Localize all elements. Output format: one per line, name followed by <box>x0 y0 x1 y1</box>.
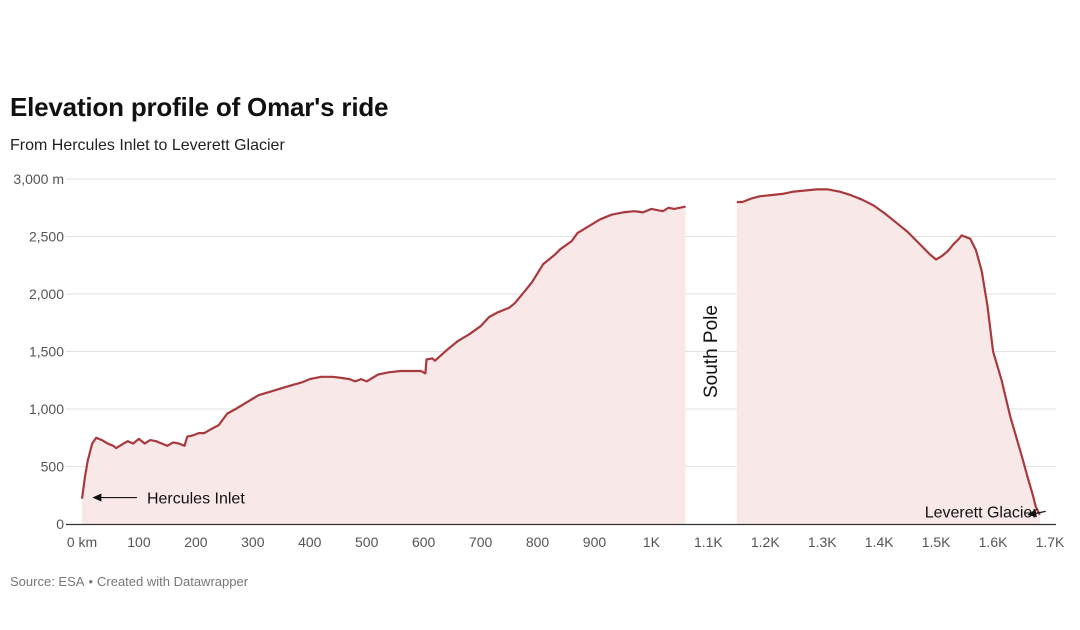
x-tick-label-12: 1.2K <box>751 534 780 550</box>
x-tick-label-15: 1.5K <box>922 534 951 550</box>
x-tick-label-10: 1K <box>643 534 661 550</box>
elevation-line-1 <box>736 188 1041 516</box>
y-tick-label-1: 500 <box>41 459 65 475</box>
elevation-areas <box>82 189 1040 524</box>
x-tick-label-7: 700 <box>469 534 493 550</box>
annotation-arrow-2 <box>1027 509 1046 518</box>
chart-footer: Source: ESA • Created with Datawrapper <box>10 574 248 589</box>
y-tick-label-2: 1,000 <box>29 401 64 417</box>
x-tick-label-1: 100 <box>127 534 151 550</box>
x-tick-label-13: 1.3K <box>808 534 837 550</box>
x-tick-label-8: 800 <box>526 534 550 550</box>
x-tick-label-5: 500 <box>355 534 379 550</box>
annotation-south-pole: South Pole <box>701 305 722 398</box>
y-tick-label-4: 2,000 <box>29 286 64 302</box>
y-tick-label-0: 0 <box>56 516 64 532</box>
source-note: Source: ESA <box>10 574 85 589</box>
x-axis-ticks: 0 km 100 200 300 400 500 600 700 800 900 1K 1.1K 1.2… <box>67 534 1065 550</box>
x-tick-label-11: 1.1K <box>694 534 723 550</box>
elevation-area-0 <box>82 206 686 524</box>
y-tick-label-6: 3,000 m <box>13 171 64 187</box>
annotation-label-1: Hercules Inlet <box>147 491 245 508</box>
elevation-area-1 <box>736 189 1040 524</box>
y-axis-ticks: 0 500 1,000 1,500 2,000 2,500 3,000 m <box>13 171 64 532</box>
elevation-line-0 <box>80 205 686 499</box>
x-tick-label-17: 1.7K <box>1036 534 1065 550</box>
chart-subtitle: From Hercules Inlet to Leverett Glacier <box>10 137 285 154</box>
annotations: South Pole Hercules Inlet Leverett Glacier <box>92 305 1046 521</box>
credit-note: Created with Datawrapper <box>97 574 249 589</box>
x-tick-label-2: 200 <box>184 534 208 550</box>
x-tick-label-4: 400 <box>298 534 322 550</box>
x-tick-label-0: 0 km <box>67 534 97 550</box>
y-tick-label-5: 2,500 <box>29 229 64 245</box>
x-tick-label-6: 600 <box>412 534 436 550</box>
footer-separator: • <box>88 574 93 589</box>
annotation-label-2: Leverett Glacier <box>925 504 1039 521</box>
x-tick-label-14: 1.4K <box>865 534 894 550</box>
x-tick-label-16: 1.6K <box>979 534 1008 550</box>
y-tick-label-3: 1,500 <box>29 344 64 360</box>
chart-title: Elevation profile of Omar's ride <box>10 92 389 122</box>
x-tick-label-9: 900 <box>583 534 607 550</box>
x-tick-label-3: 300 <box>241 534 265 550</box>
elevation-lines <box>80 188 1041 516</box>
